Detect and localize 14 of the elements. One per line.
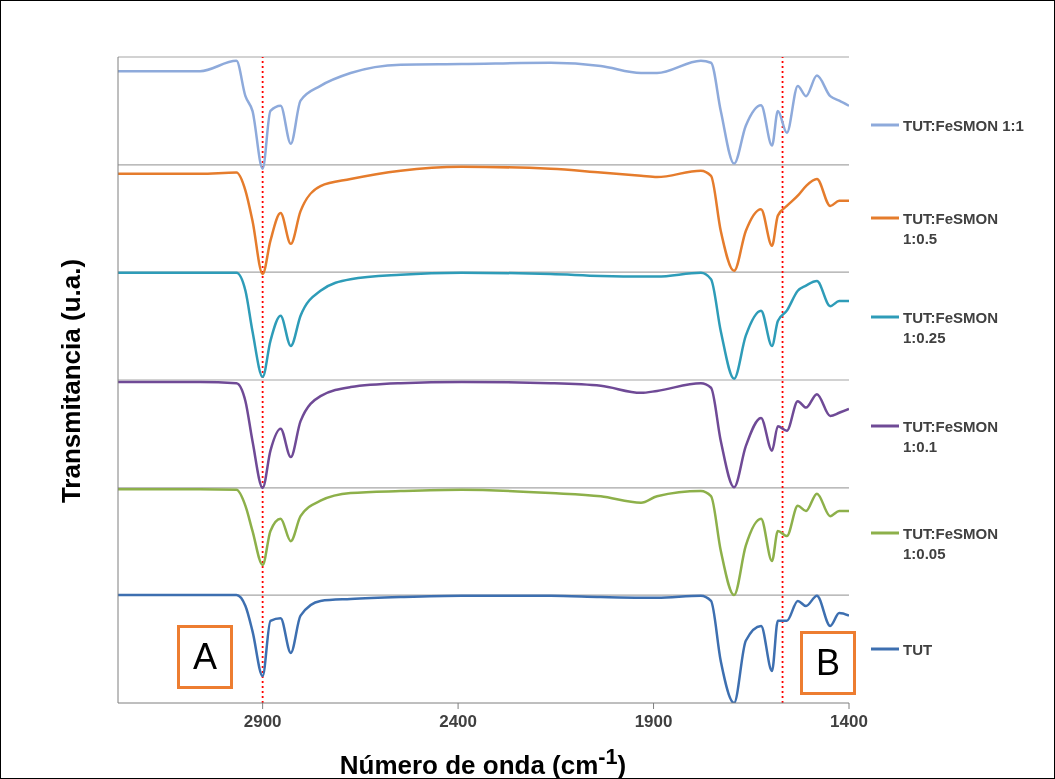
legend-label: TUT:FeSMON 1:0.25 <box>903 307 999 348</box>
x-axis-title: Número de onda (cm$^{-1}$) <box>339 744 627 779</box>
y-axis-title: Transmitancia (u.a.) <box>55 258 87 504</box>
legend-label: TUT:FeSMON 1:1 <box>903 116 1025 137</box>
legend-label: TUT <box>903 640 934 661</box>
x-tick-label: 2900 <box>243 712 282 732</box>
annotation: B <box>800 631 856 695</box>
x-tick-label: 1400 <box>830 712 868 732</box>
legend-label: TUT:FeSMON 1:0.5 <box>903 208 999 249</box>
annotation: A <box>177 625 233 689</box>
legend-label: TUT:FeSMON 1:0.05 <box>903 524 999 565</box>
legend-label: TUT:FeSMON 1:0.1 <box>903 416 999 457</box>
x-tick-label: 1900 <box>634 712 673 732</box>
x-tick-label: 2400 <box>439 712 477 732</box>
